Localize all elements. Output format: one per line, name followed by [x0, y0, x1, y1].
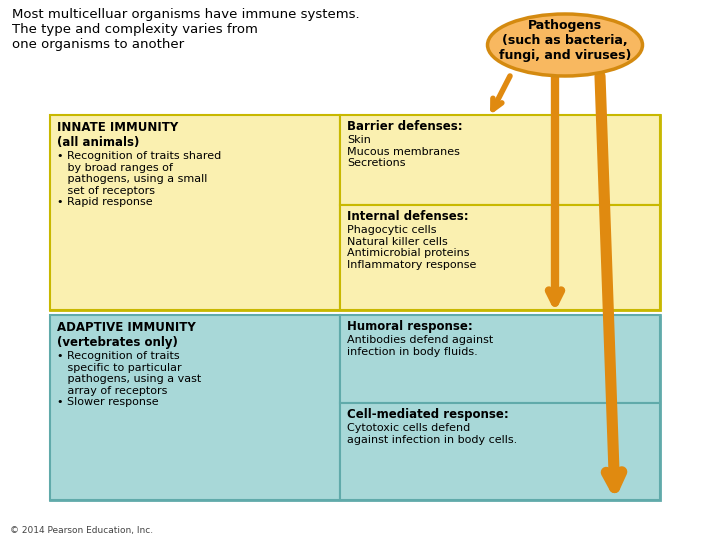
- Text: Pathogens
(such as bacteria,
fungi, and viruses): Pathogens (such as bacteria, fungi, and …: [499, 19, 631, 63]
- Text: Humoral response:: Humoral response:: [347, 320, 473, 333]
- Text: Barrier defenses:: Barrier defenses:: [347, 120, 463, 133]
- Text: ADAPTIVE IMMUNITY
(vertebrates only): ADAPTIVE IMMUNITY (vertebrates only): [57, 321, 196, 349]
- FancyBboxPatch shape: [340, 115, 660, 205]
- Text: • Recognition of traits
   specific to particular
   pathogens, using a vast
   : • Recognition of traits specific to part…: [57, 351, 202, 407]
- Text: Cytotoxic cells defend
against infection in body cells.: Cytotoxic cells defend against infection…: [347, 423, 517, 444]
- FancyBboxPatch shape: [50, 115, 660, 310]
- Text: Most multicelluar organisms have immune systems.
The type and complexity varies : Most multicelluar organisms have immune …: [12, 8, 359, 51]
- Text: Skin
Mucous membranes
Secretions: Skin Mucous membranes Secretions: [347, 135, 460, 168]
- Text: © 2014 Pearson Education, Inc.: © 2014 Pearson Education, Inc.: [10, 526, 153, 535]
- Text: Internal defenses:: Internal defenses:: [347, 210, 469, 223]
- Text: Antibodies defend against
infection in body fluids.: Antibodies defend against infection in b…: [347, 335, 493, 356]
- Text: Phagocytic cells
Natural killer cells
Antimicrobial proteins
Inflammatory respon: Phagocytic cells Natural killer cells An…: [347, 225, 477, 270]
- Text: • Recognition of traits shared
   by broad ranges of
   pathogens, using a small: • Recognition of traits shared by broad …: [57, 151, 221, 207]
- Text: INNATE IMMUNITY
(all animals): INNATE IMMUNITY (all animals): [57, 121, 179, 149]
- FancyBboxPatch shape: [340, 315, 660, 403]
- FancyBboxPatch shape: [50, 315, 340, 500]
- FancyBboxPatch shape: [50, 115, 340, 310]
- Text: Cell-mediated response:: Cell-mediated response:: [347, 408, 509, 421]
- FancyBboxPatch shape: [340, 403, 660, 500]
- Ellipse shape: [487, 14, 642, 76]
- FancyBboxPatch shape: [340, 205, 660, 310]
- FancyBboxPatch shape: [50, 315, 660, 500]
